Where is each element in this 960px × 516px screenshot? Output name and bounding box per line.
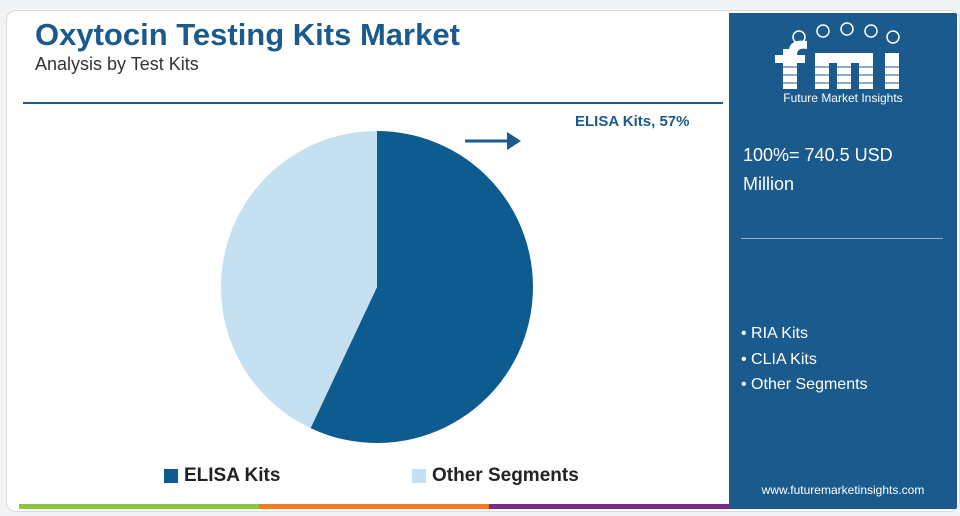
chart-card: Oxytocin Testing Kits Market Analysis by… <box>6 10 960 512</box>
right-arrow-icon <box>465 132 521 150</box>
legend-item-other: Other Segments <box>412 465 579 487</box>
other-segments-list: • RIA Kits • CLIA Kits • Other Segments <box>741 321 868 398</box>
pie-slice-other-segments <box>221 131 377 429</box>
chart-subtitle: Analysis by Test Kits <box>35 54 199 74</box>
title-divider <box>23 102 723 104</box>
pie-callout-label: ELISA Kits, 57% <box>575 113 690 130</box>
fmi-logo-icon <box>771 22 913 89</box>
market-total: 100%= 740.5 USD Million <box>743 145 893 194</box>
legend-swatch-other <box>412 469 426 483</box>
panel-divider <box>741 238 943 239</box>
logo-tagline: Future Market Insights <box>783 91 903 105</box>
bottom-bar-orange <box>259 504 489 509</box>
pie-slice-elisa-kits <box>310 131 533 443</box>
bottom-color-bar <box>19 504 729 509</box>
bottom-bar-green <box>19 504 259 509</box>
legend-label-elisa: ELISA Kits <box>184 465 281 486</box>
legend-label-other: Other Segments <box>432 465 579 486</box>
legend-swatch-elisa <box>164 469 178 483</box>
legend-item-elisa: ELISA Kits <box>164 465 280 487</box>
list-item: • CLIA Kits <box>741 350 817 368</box>
list-item: • Other Segments <box>741 376 868 393</box>
bottom-bar-purple <box>489 504 729 509</box>
chart-title: Oxytocin Testing Kits Market <box>35 17 460 52</box>
info-panel: Future Market Insights 100%= 740.5 USD M… <box>729 13 957 509</box>
website-url: www.futuremarketinsights.com <box>761 483 925 497</box>
list-item: • RIA Kits <box>741 325 808 342</box>
pie-chart <box>221 131 533 443</box>
